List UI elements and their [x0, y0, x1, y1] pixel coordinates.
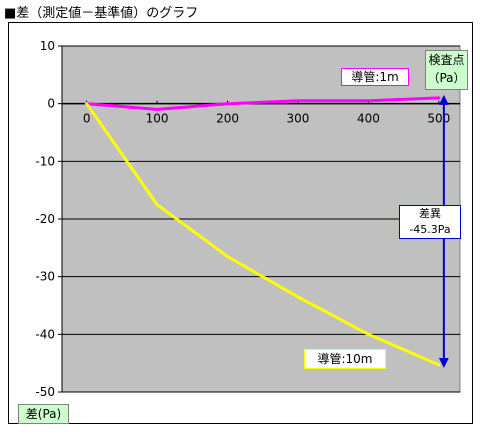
x-tick-label: 500: [427, 112, 450, 126]
x-tick-label: 100: [146, 112, 169, 126]
series-line-1m: [85, 96, 441, 111]
y-tick-label: -50: [35, 385, 55, 399]
unit-label: 検査点 （Pa）: [425, 50, 468, 90]
y-tick-label: 0: [47, 97, 55, 111]
series-label-1m: 導管:1m: [341, 68, 409, 86]
difference-label: 差異: [419, 207, 441, 220]
x-tick-label: 0: [83, 112, 91, 126]
y-axis-label: 差(Pa): [18, 404, 69, 424]
unit-label-line2: （Pa）: [427, 71, 466, 85]
y-tick-label: -20: [35, 212, 55, 226]
series-label-10m: 導管:10m: [304, 349, 386, 369]
series-line-10m: [85, 102, 441, 367]
chart-title: ■差（測定値－基準値）のグラフ: [4, 6, 199, 21]
unit-label-line1: 検査点: [428, 53, 465, 67]
difference-value: -45.3Pa: [409, 223, 451, 236]
x-tick-label: 200: [216, 112, 239, 126]
x-tick-label: 400: [357, 112, 380, 126]
x-tick-label: 300: [287, 112, 310, 126]
y-tick-label: 10: [40, 39, 55, 53]
y-tick-label: -40: [35, 327, 55, 341]
difference-annotation: 差異 -45.3Pa: [399, 205, 461, 239]
y-tick-label: -30: [35, 270, 55, 284]
y-tick-label: -10: [35, 154, 55, 168]
